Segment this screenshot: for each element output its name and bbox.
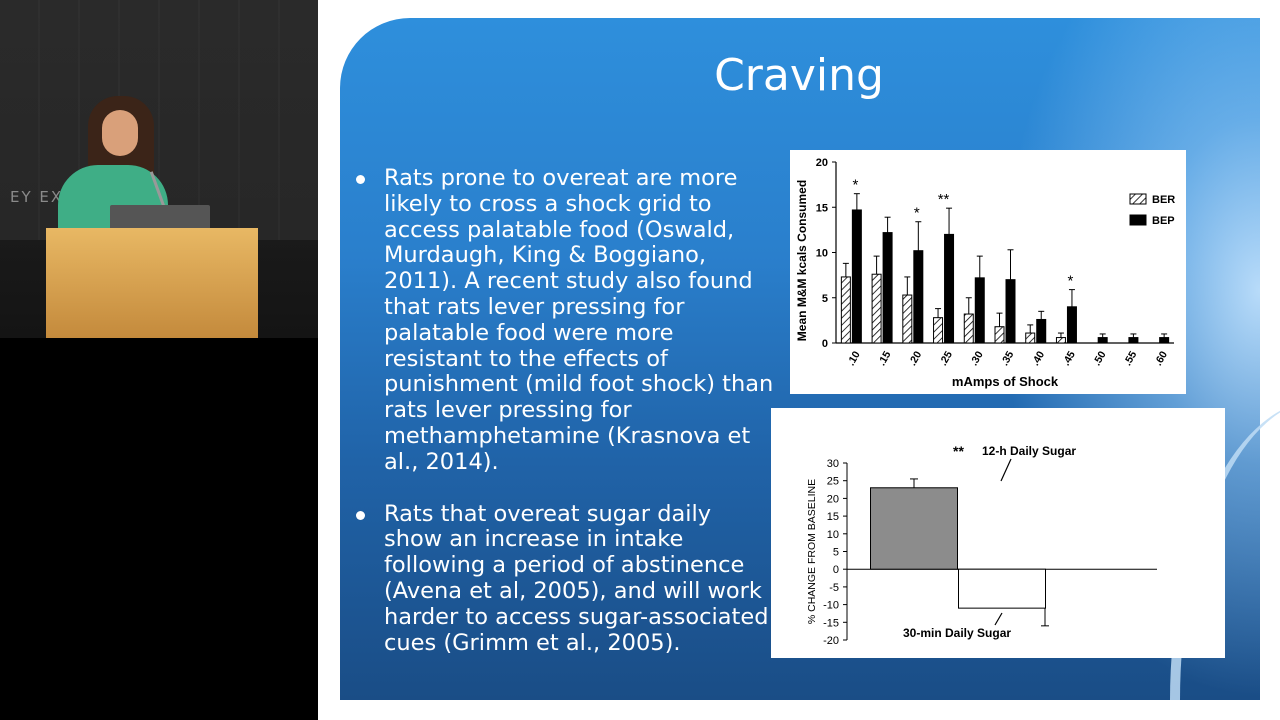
x-tick-label: .10 <box>845 349 863 368</box>
bar-ber <box>1025 332 1036 344</box>
y-tick-label: 5 <box>833 547 839 559</box>
x-tick-label: .45 <box>1060 349 1078 368</box>
presentation-slide: Craving Rats prone to overeat are more l… <box>318 0 1280 720</box>
bar-bep <box>1066 306 1077 344</box>
x-tick-label: .35 <box>999 349 1017 368</box>
y-tick-label: 15 <box>816 202 828 214</box>
bullet-dot-icon <box>356 510 365 520</box>
y-tick-label: 10 <box>816 248 828 260</box>
y-tick-label: 0 <box>833 564 839 576</box>
y-tick-label: 5 <box>822 293 828 305</box>
y-tick-label: -15 <box>823 617 839 629</box>
label-arrow <box>1000 458 1012 482</box>
category-label: 30-min Daily Sugar <box>903 626 1011 640</box>
bullet-dot-icon <box>356 175 365 184</box>
category-label: 12-h Daily Sugar <box>982 444 1076 458</box>
y-tick-label: -5 <box>829 582 839 594</box>
bullet-text: Rats prone to overeat are more likely to… <box>384 165 774 475</box>
significance-marker: ** <box>938 191 950 208</box>
bar-ber <box>871 273 882 344</box>
bar-bep <box>913 250 924 344</box>
bullet-item: Rats prone to overeat are more likely to… <box>354 165 774 476</box>
x-tick-label: .40 <box>1029 349 1047 368</box>
x-tick-label: .25 <box>937 349 955 368</box>
y-tick-label: 25 <box>827 476 839 488</box>
significance-marker: ** <box>953 443 964 459</box>
y-tick-label: 20 <box>816 157 828 169</box>
bar-ber <box>1055 337 1066 344</box>
laptop <box>110 205 210 231</box>
bar <box>870 487 958 570</box>
legend-label: BEP <box>1152 215 1175 227</box>
label-arrow <box>994 612 1003 626</box>
bar-ber <box>963 313 974 344</box>
bar-bep <box>944 233 955 344</box>
bar-bep <box>882 232 893 344</box>
y-tick-label: 30 <box>827 458 839 470</box>
legend-swatch <box>1129 214 1147 226</box>
slide-title: Craving <box>714 50 884 101</box>
legend-label: BER <box>1152 194 1175 206</box>
bar-bep <box>1159 337 1170 344</box>
bar-ber <box>994 326 1005 344</box>
sugar-chart-svg: 30 25 20 15 10 5 0 -5 -10 -15 -20 12-h Daily Sugar 3… <box>806 443 1157 647</box>
x-tick-label: .20 <box>907 349 925 368</box>
y-axis-title: % CHANGE FROM BASELINE <box>806 479 818 624</box>
significance-marker: * <box>914 205 920 222</box>
x-tick-label: .55 <box>1122 349 1140 368</box>
bar-bep <box>1128 337 1139 344</box>
legend-swatch <box>1129 193 1147 205</box>
y-tick-label: 10 <box>827 529 839 541</box>
shock-chart: 0 5 10 15 20 .10 .15 .20 .25 .30 .35 .40 .45 .50 .55 .6… <box>790 150 1186 394</box>
significance-marker: * <box>1068 273 1074 290</box>
y-axis-title: Mean M&M kcals Consumed <box>795 180 809 341</box>
bar-bep <box>1097 337 1108 344</box>
x-tick-label: .60 <box>1152 349 1170 368</box>
sugar-chart: 30 25 20 15 10 5 0 -5 -10 -15 -20 12-h Daily Sugar 3… <box>771 408 1225 658</box>
bar-bep <box>1036 318 1047 344</box>
y-tick-label: 15 <box>827 511 839 523</box>
y-tick-label: 0 <box>822 338 828 350</box>
x-tick-label: .50 <box>1091 349 1109 368</box>
bar-bep <box>974 277 985 344</box>
speaker-video: EY EXIT <box>0 0 318 338</box>
y-tick-label: -20 <box>823 635 839 647</box>
bar-ber <box>840 276 851 344</box>
x-tick-label: .30 <box>968 349 986 368</box>
podium <box>46 228 258 338</box>
black-area <box>0 338 318 720</box>
bullet-text: Rats that overeat sugar daily show an in… <box>384 500 769 656</box>
x-axis-title: mAmps of Shock <box>952 374 1059 389</box>
bar <box>958 568 1046 609</box>
bar-bep <box>851 209 862 344</box>
speaker-face <box>102 110 138 156</box>
bar-ber <box>902 294 913 344</box>
bar-ber <box>933 317 944 344</box>
y-tick-label: 20 <box>827 493 839 505</box>
shock-chart-svg: 0 5 10 15 20 .10 .15 .20 .25 .30 .35 .40 .45 .50 .55 .6… <box>795 157 1175 389</box>
y-tick-label: -10 <box>823 600 839 612</box>
bullet-item: Rats that overeat sugar daily show an in… <box>354 500 774 657</box>
x-tick-label: .15 <box>876 349 894 368</box>
significance-marker: * <box>852 177 858 194</box>
bar-bep <box>1005 279 1016 344</box>
bullet-list: Rats prone to overeat are more likely to… <box>354 165 774 682</box>
